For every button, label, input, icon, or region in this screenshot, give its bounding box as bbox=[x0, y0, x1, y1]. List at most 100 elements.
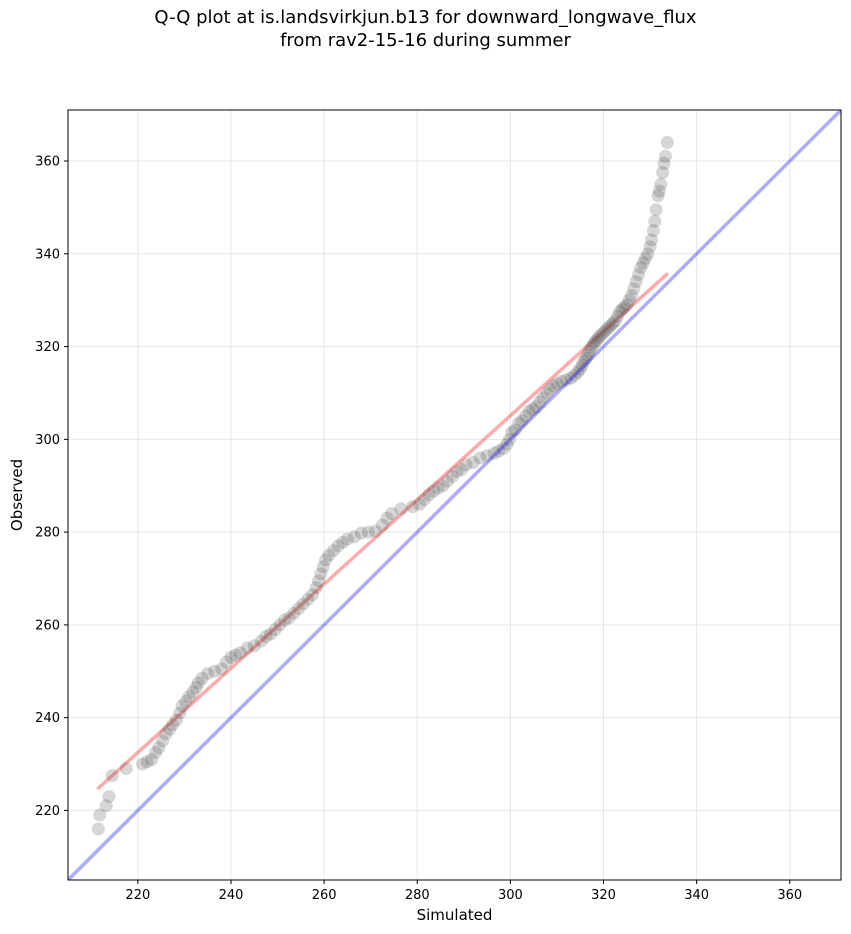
data-point bbox=[617, 300, 631, 314]
data-point bbox=[182, 690, 196, 704]
data-point bbox=[564, 371, 578, 385]
y-axis-label: Observed bbox=[8, 459, 26, 531]
data-point bbox=[431, 481, 445, 495]
data-point bbox=[508, 423, 522, 437]
data-point bbox=[624, 289, 638, 303]
data-point bbox=[314, 567, 328, 581]
data-point bbox=[592, 330, 606, 344]
data-point bbox=[254, 634, 268, 648]
data-point bbox=[622, 293, 636, 307]
data-point bbox=[422, 488, 436, 502]
data-point bbox=[441, 474, 455, 488]
data-point bbox=[406, 500, 420, 514]
data-point bbox=[427, 484, 441, 498]
axis-ticks: 220 240 260 280 300 320 340 360 220 240 260 280 300 3… bbox=[35, 155, 802, 903]
data-point bbox=[136, 757, 150, 771]
data-point bbox=[450, 465, 464, 479]
data-point bbox=[480, 449, 494, 463]
data-point bbox=[319, 553, 333, 567]
x-axis-label: Simulated bbox=[417, 906, 493, 924]
data-point bbox=[610, 309, 624, 323]
y-tick-label: 260 bbox=[35, 618, 60, 633]
data-point bbox=[466, 456, 480, 470]
data-point bbox=[454, 462, 468, 476]
data-point bbox=[547, 379, 561, 393]
data-point bbox=[436, 479, 450, 493]
data-point bbox=[394, 502, 408, 516]
data-point bbox=[445, 469, 459, 483]
data-point bbox=[309, 581, 323, 595]
data-point bbox=[643, 240, 657, 254]
data-point bbox=[636, 256, 650, 270]
data-point bbox=[331, 539, 345, 553]
data-point bbox=[559, 373, 573, 387]
y-tick-label: 320 bbox=[35, 340, 60, 355]
data-point bbox=[652, 184, 666, 198]
data-point bbox=[191, 676, 205, 690]
data-point bbox=[540, 386, 554, 400]
data-point bbox=[606, 316, 620, 330]
data-point bbox=[459, 458, 473, 472]
chart-title-line-1: Q-Q plot at is.landsvirkjun.b13 for down… bbox=[154, 7, 697, 28]
data-point bbox=[581, 348, 595, 362]
data-point bbox=[613, 305, 627, 319]
data-point bbox=[615, 302, 629, 316]
x-tick-label: 340 bbox=[684, 888, 709, 903]
y-tick-label: 340 bbox=[35, 247, 60, 262]
data-point bbox=[590, 333, 604, 347]
plot-frame bbox=[67, 109, 842, 881]
data-point bbox=[224, 650, 238, 664]
data-point bbox=[654, 177, 668, 191]
x-tick-label: 240 bbox=[219, 888, 244, 903]
data-point bbox=[179, 694, 193, 708]
data-point bbox=[354, 526, 368, 540]
data-point bbox=[305, 588, 319, 602]
data-point bbox=[292, 602, 306, 616]
data-point bbox=[641, 247, 655, 261]
data-point bbox=[347, 530, 361, 544]
data-point bbox=[502, 432, 516, 446]
x-tick-label: 320 bbox=[591, 888, 616, 903]
data-point bbox=[660, 135, 674, 149]
data-point bbox=[577, 354, 591, 368]
data-point bbox=[175, 699, 189, 713]
data-point bbox=[603, 319, 617, 333]
data-point bbox=[522, 405, 536, 419]
data-point bbox=[189, 681, 203, 694]
data-point bbox=[533, 395, 547, 409]
y-tick-label: 240 bbox=[35, 711, 60, 726]
data-point bbox=[417, 493, 431, 507]
data-point bbox=[575, 358, 589, 372]
chart-title-line-2: from rav2-15-16 during summer bbox=[280, 30, 571, 51]
data-point bbox=[247, 639, 261, 653]
data-point bbox=[583, 344, 597, 358]
data-point bbox=[413, 497, 427, 511]
data-point bbox=[208, 664, 222, 678]
data-point bbox=[159, 727, 173, 741]
data-point bbox=[492, 444, 506, 458]
data-point bbox=[195, 671, 209, 685]
data-point bbox=[601, 321, 615, 335]
data-point bbox=[594, 328, 608, 342]
data-point bbox=[229, 648, 243, 662]
y-tick-label: 360 bbox=[35, 155, 60, 170]
data-point bbox=[599, 323, 613, 337]
data-point bbox=[152, 741, 166, 755]
data-point bbox=[268, 623, 282, 637]
data-point bbox=[105, 769, 119, 783]
data-point bbox=[646, 224, 660, 238]
data-point bbox=[145, 752, 159, 766]
data-point bbox=[140, 755, 154, 769]
fit-line bbox=[96, 271, 669, 791]
data-point bbox=[149, 745, 163, 759]
data-point bbox=[201, 667, 215, 681]
data-point bbox=[173, 706, 187, 720]
data-point bbox=[529, 400, 543, 414]
data-point bbox=[536, 391, 550, 405]
data-point bbox=[629, 275, 643, 289]
data-point bbox=[233, 646, 247, 660]
data-point bbox=[543, 382, 557, 396]
data-point bbox=[322, 548, 336, 562]
data-point bbox=[296, 597, 310, 611]
